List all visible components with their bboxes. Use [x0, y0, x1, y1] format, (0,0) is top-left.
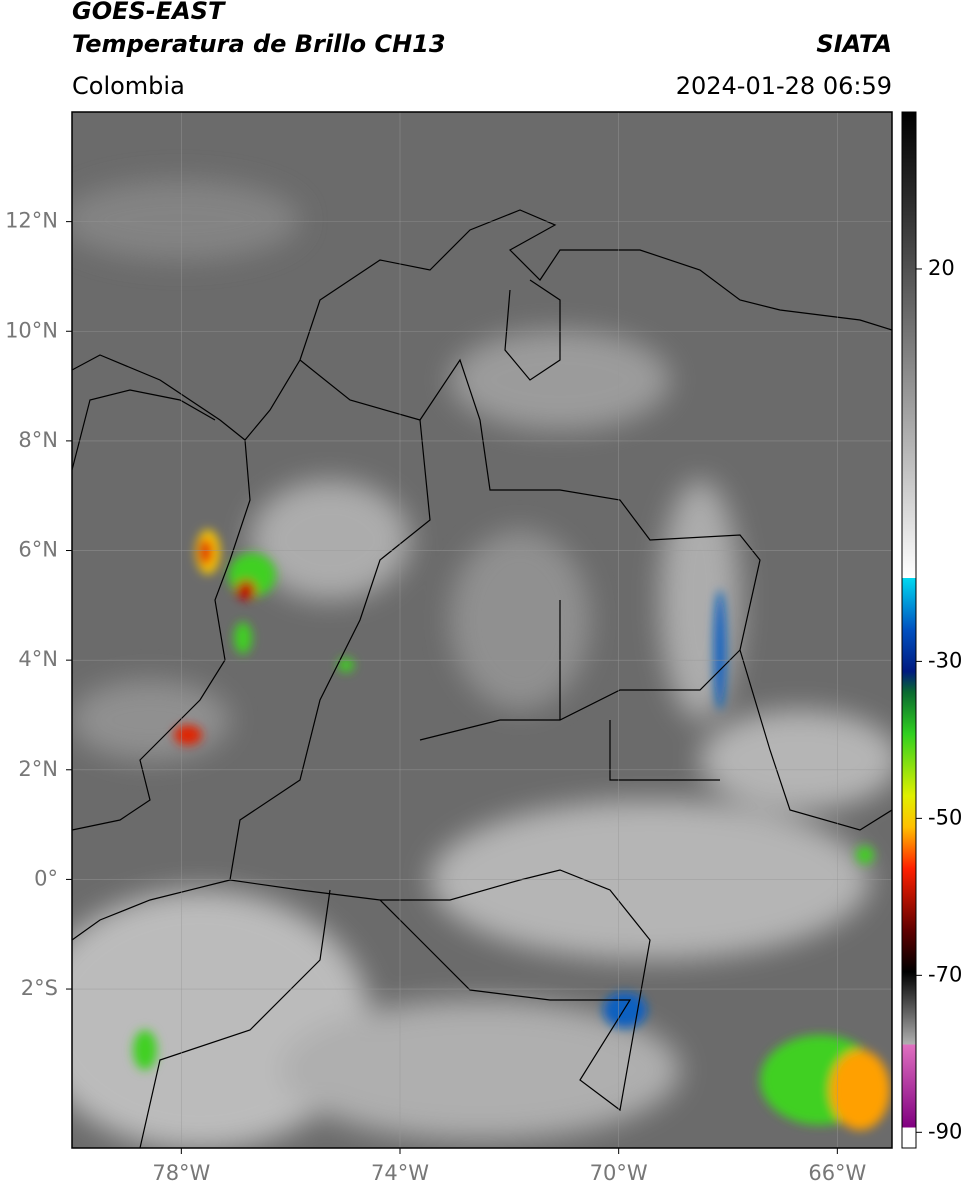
lon-tick-label: 74°W [371, 1161, 429, 1185]
grid [72, 112, 892, 1148]
lon-tick-label: 70°W [590, 1161, 648, 1185]
region: Colombia [72, 72, 185, 100]
colorbar [901, 111, 917, 1149]
lat-tick-label: 4°N [18, 647, 58, 671]
colorbar-tick-label: -90 [928, 1119, 962, 1143]
lat-tick-label: 6°N [18, 538, 58, 562]
colorbar-tick-label: -50 [928, 805, 962, 829]
lat-tick-label: 12°N [5, 209, 58, 233]
title: GOES-EAST [72, 0, 226, 25]
lon-tick-label: 78°W [152, 1161, 210, 1185]
datetime: 2024-01-28 06:59 [676, 72, 892, 100]
lat-tick-label: 10°N [5, 318, 58, 342]
colorbar-tick-label: -30 [928, 648, 962, 672]
map-frame [71, 111, 893, 1149]
satellite-image [72, 112, 892, 1148]
colorbar-tick-label: 20 [928, 256, 955, 280]
colorbar-tick-label: -70 [928, 962, 962, 986]
lon-tick-label: 66°W [808, 1161, 866, 1185]
lat-tick-label: 8°N [18, 428, 58, 452]
lat-tick-label: 2°S [21, 976, 58, 1000]
title: Temperatura de Brillo CH13 [72, 30, 446, 58]
source: SIATA [816, 30, 892, 58]
lat-tick-label: 2°N [18, 757, 58, 781]
lat-tick-label: 0° [34, 866, 58, 890]
